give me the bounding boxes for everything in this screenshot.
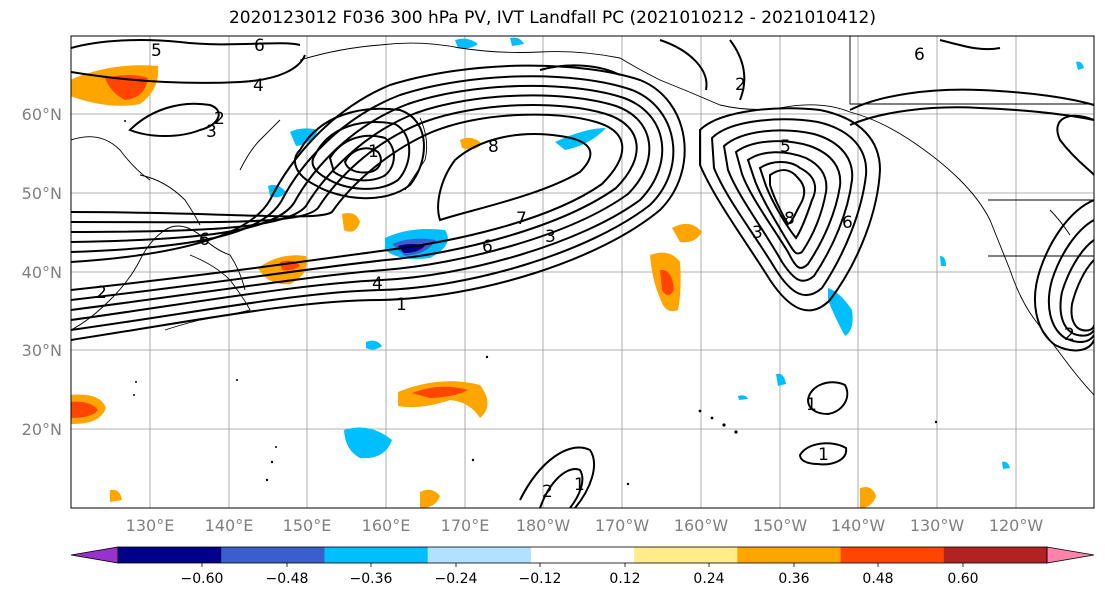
lon-labels: 130°E 140°E 150°E 160°E 170°E 180°W 170°…	[126, 516, 1044, 535]
pv-contours	[71, 39, 1094, 508]
contour-label: 8	[488, 137, 499, 157]
colorbar-label: 0.12	[609, 571, 640, 587]
colorbar-label: −0.36	[350, 571, 393, 587]
contour-label: 2	[735, 75, 746, 95]
lon-label: 160°W	[674, 516, 729, 535]
lon-label: 160°E	[362, 516, 411, 535]
contour-label: 3	[752, 223, 763, 243]
contour-label: 1	[574, 475, 585, 495]
contour-label: 4	[372, 274, 383, 294]
colorbar-ticks	[201, 563, 964, 567]
lat-label: 30°N	[22, 341, 62, 360]
lat-label: 20°N	[22, 420, 62, 439]
map-frame	[70, 35, 1095, 509]
contour-label: 6	[254, 36, 265, 56]
contour-label: 2	[214, 109, 225, 129]
contour-label: 4	[253, 76, 264, 96]
lon-label: 120°W	[989, 516, 1044, 535]
colorbar-frame	[117, 546, 1048, 564]
contour-label: 1	[396, 295, 407, 315]
colorbar-label: 0.60	[947, 571, 978, 587]
contour-label: 3	[545, 227, 556, 247]
contour-label: 6	[842, 213, 853, 233]
contour-label: 5	[780, 137, 791, 157]
lon-label: 130°W	[910, 516, 965, 535]
contour-label: 6	[482, 237, 493, 257]
contour-label: 1	[818, 445, 829, 465]
colorbar-label: −0.12	[519, 571, 562, 587]
lon-label: 150°E	[283, 516, 332, 535]
colorbar-labels: −0.60 −0.48 −0.36 −0.24 −0.12 0.12 0.24 …	[181, 571, 979, 587]
lon-label: 140°W	[831, 516, 886, 535]
pv-shading	[71, 37, 1084, 508]
lon-label: 130°E	[126, 516, 175, 535]
lat-label: 50°N	[22, 184, 62, 203]
colorbar: −0.60 −0.48 −0.36 −0.24 −0.12 0.12 0.24 …	[70, 546, 1095, 587]
colorbar-label: −0.24	[435, 571, 478, 587]
contour-label: 1	[806, 395, 817, 415]
contour-label: 3	[206, 122, 217, 142]
colorbar-extend-min	[70, 546, 119, 564]
colorbar-cell	[737, 547, 842, 563]
contour-label: 8	[784, 209, 795, 229]
lat-label: 60°N	[22, 105, 62, 124]
colorbar-cell	[943, 547, 1048, 563]
contour-label: 6	[199, 230, 210, 250]
contour-label: 7	[516, 209, 527, 229]
colorbar-cell	[427, 547, 532, 563]
colorbar-label: −0.48	[266, 571, 309, 587]
contour-label: 5	[151, 41, 162, 61]
colorbar-extend-max	[1046, 546, 1095, 564]
contour-label: 2	[96, 283, 107, 303]
colorbar-label: 0.24	[693, 571, 724, 587]
lon-label: 170°E	[441, 516, 490, 535]
colorbar-cell	[221, 547, 325, 563]
lat-labels: 60°N 50°N 40°N 30°N 20°N	[22, 105, 62, 439]
colorbar-cell	[634, 547, 738, 563]
colorbar-label: −0.60	[181, 571, 224, 587]
colorbar-label: 0.36	[778, 571, 809, 587]
contour-label: 2	[1064, 325, 1075, 345]
contour-labels: 5 6 4 2 3 1 8 7 6 3 4 1 6 2 2 5 8 3 6 2 …	[96, 36, 1075, 502]
map-title: 2020123012 F036 300 hPa PV, IVT Landfall…	[228, 8, 876, 28]
contour-label: 2	[542, 482, 553, 502]
colorbar-cell	[118, 547, 222, 563]
colorbar-cell	[530, 547, 635, 563]
lon-label: 170°W	[595, 516, 650, 535]
lat-label: 40°N	[22, 263, 62, 282]
colorbar-label: 0.48	[862, 571, 893, 587]
lon-label: 140°E	[205, 516, 254, 535]
lon-label: 150°W	[753, 516, 808, 535]
colorbar-cell	[840, 547, 945, 563]
contour-label: 1	[368, 142, 379, 162]
colorbar-cell	[324, 547, 429, 563]
islands	[124, 120, 938, 486]
contour-label: 6	[914, 45, 925, 65]
lon-label: 180°W	[516, 516, 571, 535]
